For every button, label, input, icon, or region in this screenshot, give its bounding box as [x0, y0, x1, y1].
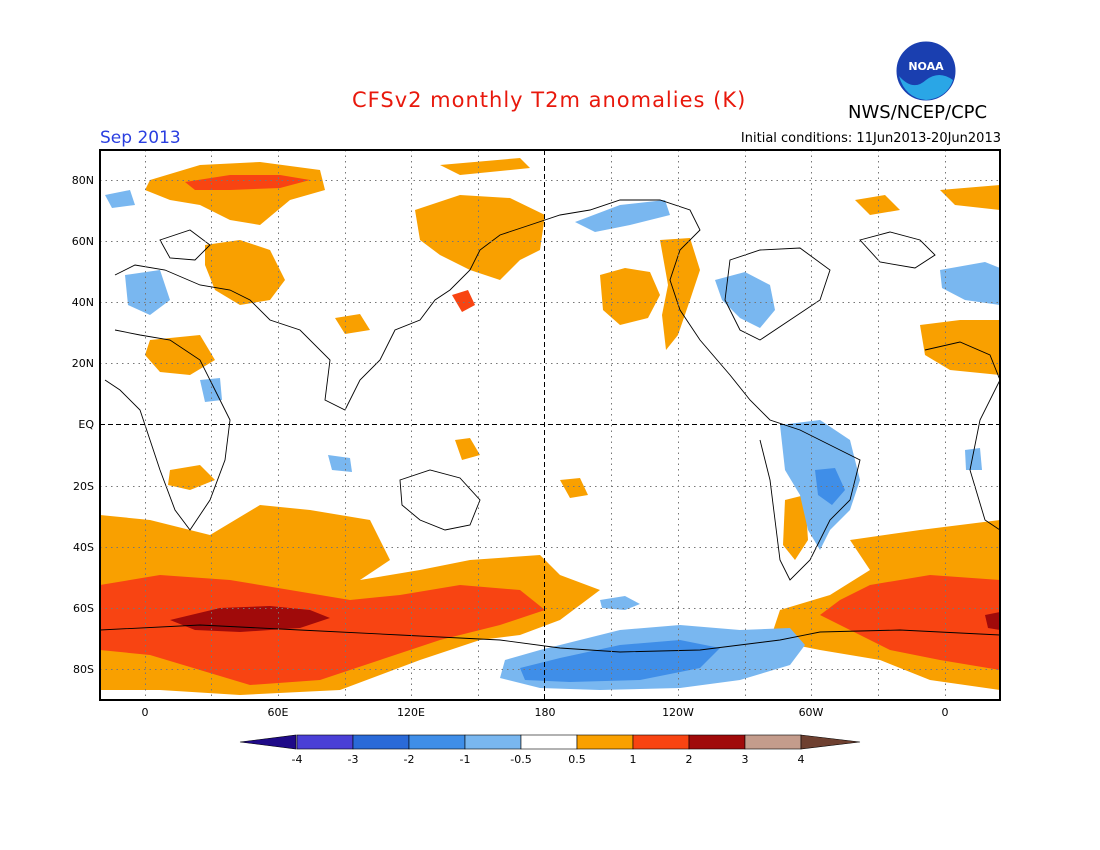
lat-label: 40S	[73, 541, 94, 554]
lat-label: 80S	[73, 663, 94, 676]
lon-label: 60E	[268, 706, 289, 719]
lat-label: 20N	[72, 357, 94, 370]
lon-label: 120W	[662, 706, 694, 719]
map-field	[100, 150, 1000, 700]
colorbar-label: 2	[686, 753, 693, 766]
noaa-logo: NOAA	[895, 40, 957, 102]
colorbar-label: -3	[348, 753, 359, 766]
initial-conditions-label: Initial conditions: 11Jun2013-20Jun2013	[740, 131, 1001, 146]
colorbar-box	[744, 734, 802, 750]
colorbar-label: -2	[404, 753, 415, 766]
lon-label: 0	[142, 706, 149, 719]
colorbar-labels: -4 -3 -2 -1 -0.5 0.5 1 2 3 4	[292, 753, 805, 766]
lat-label: 80N	[72, 174, 94, 187]
lon-label: 60W	[799, 706, 824, 719]
colorbar-box	[464, 734, 522, 750]
lon-labels: 0 60E 120E 180 120W 60W 0	[142, 706, 949, 719]
lat-label: 60N	[72, 235, 94, 248]
coastlines	[100, 199, 1000, 653]
lon-label: 120E	[397, 706, 425, 719]
colorbar-box	[352, 734, 410, 750]
map-title: CFSv2 monthly T2m anomalies (K)	[352, 88, 747, 112]
lat-labels: 80N 60N 40N 20N EQ 20S 40S 60S 80S	[72, 174, 95, 676]
colorbar-label: 1	[630, 753, 637, 766]
lat-label: 40N	[72, 296, 94, 309]
lat-label: 60S	[73, 602, 94, 615]
colorbar-box	[576, 734, 634, 750]
colorbar-box	[408, 734, 466, 750]
colorbar-box	[688, 734, 746, 750]
colorbar-label: 3	[742, 753, 749, 766]
colorbar-label: -4	[292, 753, 303, 766]
colorbar-label: 0.5	[568, 753, 586, 766]
tropical-warm-patches	[168, 438, 808, 560]
colorbar: -4 -3 -2 -1 -0.5 0.5 1 2 3 4	[239, 734, 861, 766]
colorbar-boxes	[296, 734, 802, 750]
lon-label: 180	[535, 706, 556, 719]
lon-label: 0	[942, 706, 949, 719]
colorbar-box	[520, 734, 578, 750]
colorbar-box	[632, 734, 690, 750]
lat-label: 20S	[73, 480, 94, 493]
cold-anomaly-patches	[105, 190, 1000, 550]
lat-label: EQ	[78, 418, 94, 431]
colorbar-label: -1	[460, 753, 471, 766]
map-frame	[99, 149, 1001, 701]
northern-warm-anomalies	[145, 158, 1000, 375]
agency-label: NWS/NCEP/CPC	[848, 102, 988, 123]
valid-month-label: Sep 2013	[100, 128, 181, 148]
colorbar-right-arrow	[800, 734, 861, 750]
colorbar-label: -0.5	[510, 753, 531, 766]
colorbar-left-arrow	[239, 734, 297, 750]
colorbar-label: 4	[798, 753, 805, 766]
colorbar-box	[296, 734, 354, 750]
logo-text: NOAA	[908, 60, 944, 73]
